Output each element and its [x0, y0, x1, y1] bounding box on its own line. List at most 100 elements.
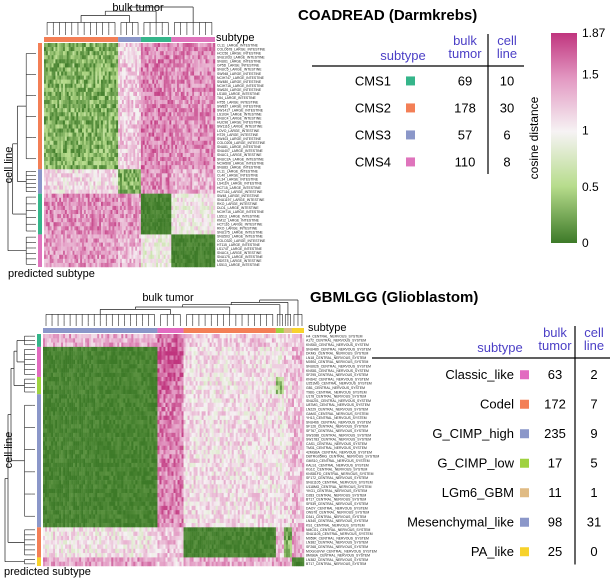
heat-cell [114, 201, 117, 207]
heat-cell [163, 87, 166, 93]
heat-cell [101, 144, 104, 150]
heat-cell [139, 120, 142, 125]
heat-cell [173, 173, 176, 178]
heat-cell [199, 95, 202, 101]
heat-cell [51, 124, 54, 129]
heat-cell [76, 193, 79, 199]
heat-cell [76, 79, 79, 84]
heat-cell [63, 169, 66, 174]
heat-cell [188, 157, 191, 162]
heat-cell [106, 132, 109, 137]
heat-cell [61, 55, 64, 60]
heat-cell [207, 144, 210, 150]
heat-cell [190, 132, 193, 137]
heat-cell [125, 63, 128, 68]
heat-cell [150, 75, 153, 80]
heat-cell [140, 230, 144, 235]
heat-cell [112, 116, 115, 121]
heat-cell [139, 83, 142, 89]
heat-cell [68, 108, 71, 113]
heat-cell [49, 165, 52, 170]
heat-cell [163, 161, 166, 166]
heat-cell [78, 43, 81, 48]
heat-cell [110, 63, 113, 68]
heat-cell [139, 209, 142, 215]
heat-cell [68, 254, 71, 260]
heat-cell [199, 242, 202, 247]
heat-cell [93, 71, 96, 76]
heat-cell [144, 218, 147, 223]
heat-cell [213, 181, 216, 186]
heat-cell [64, 226, 68, 231]
heat-cell [45, 67, 49, 72]
heat-cell [63, 63, 66, 68]
heat-cell [196, 173, 199, 178]
heat-cell [85, 157, 88, 162]
heat-cell [116, 250, 119, 256]
heat-cell [102, 226, 106, 231]
heat-cell [47, 165, 50, 170]
heat-cell [131, 55, 134, 60]
heat-cell [82, 181, 85, 186]
heat-cell [197, 43, 201, 48]
heat-cell [106, 91, 109, 97]
heat-cell [186, 140, 189, 146]
heat-cell [211, 242, 214, 247]
heat-cell [118, 79, 121, 84]
heat-cell [161, 87, 164, 93]
heat-cell [209, 209, 212, 215]
heat-cell [194, 140, 197, 146]
heat-cell [159, 95, 163, 101]
heat-cell [150, 79, 153, 84]
heat-cell [190, 226, 193, 231]
heat-cell [51, 218, 54, 223]
heat-cell [78, 87, 81, 93]
heat-cell [127, 51, 130, 56]
heat-cell [163, 124, 166, 129]
heat-cell [93, 165, 96, 170]
heat-cell [192, 55, 195, 60]
heat-cell [108, 185, 111, 190]
heat-cell [197, 189, 201, 194]
heat-cell [211, 254, 214, 260]
heat-cell [182, 197, 185, 203]
heat-cell [203, 246, 206, 251]
heat-cell [142, 148, 145, 154]
heat-cell [114, 173, 117, 178]
heat-cell [196, 79, 199, 84]
heat-cell [154, 254, 157, 260]
heat-cell [171, 193, 174, 199]
heat-cell [99, 214, 102, 219]
heat-cell [63, 230, 66, 235]
heat-cell [47, 95, 50, 101]
heat-cell [66, 51, 69, 56]
heat-cell [188, 75, 191, 80]
heat-cell [123, 100, 126, 105]
heat-cell [106, 254, 109, 260]
heat-cell [171, 238, 174, 243]
heat-cell [146, 91, 149, 97]
heat-cell [49, 59, 52, 64]
heat-cell [169, 226, 172, 231]
heat-cell [53, 189, 56, 194]
heat-cell [45, 108, 49, 113]
heat-cell [63, 250, 66, 256]
heat-cell [125, 242, 128, 247]
heat-cell [182, 112, 185, 117]
heat-cell [150, 185, 153, 190]
heat-cell [102, 144, 106, 150]
heat-cell [64, 55, 68, 60]
heat-cell [91, 67, 94, 72]
heat-cell [190, 189, 193, 194]
heat-cell [133, 161, 136, 166]
heat-cell [99, 140, 102, 146]
heat-cell [104, 128, 107, 133]
heat-cell [106, 51, 109, 56]
heat-cell [45, 242, 49, 247]
heat-cell [144, 152, 147, 158]
heat-cell [139, 165, 142, 170]
heat-cell [190, 177, 193, 182]
heat-cell [93, 108, 96, 113]
heat-cell [167, 218, 170, 223]
heat-cell [186, 177, 189, 182]
